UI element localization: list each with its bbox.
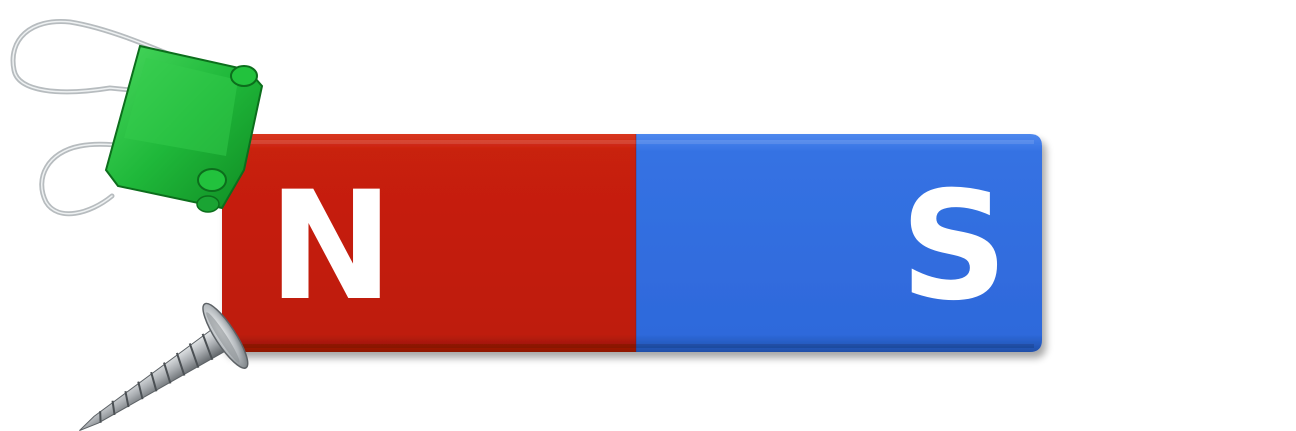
north-label: N	[268, 160, 394, 334]
binder-clip-icon	[10, 19, 264, 217]
south-pole	[636, 134, 1042, 352]
bar-magnet	[222, 134, 1042, 352]
north-pole	[222, 134, 636, 352]
screw-icon	[79, 302, 249, 431]
south-label: S	[900, 160, 1008, 334]
